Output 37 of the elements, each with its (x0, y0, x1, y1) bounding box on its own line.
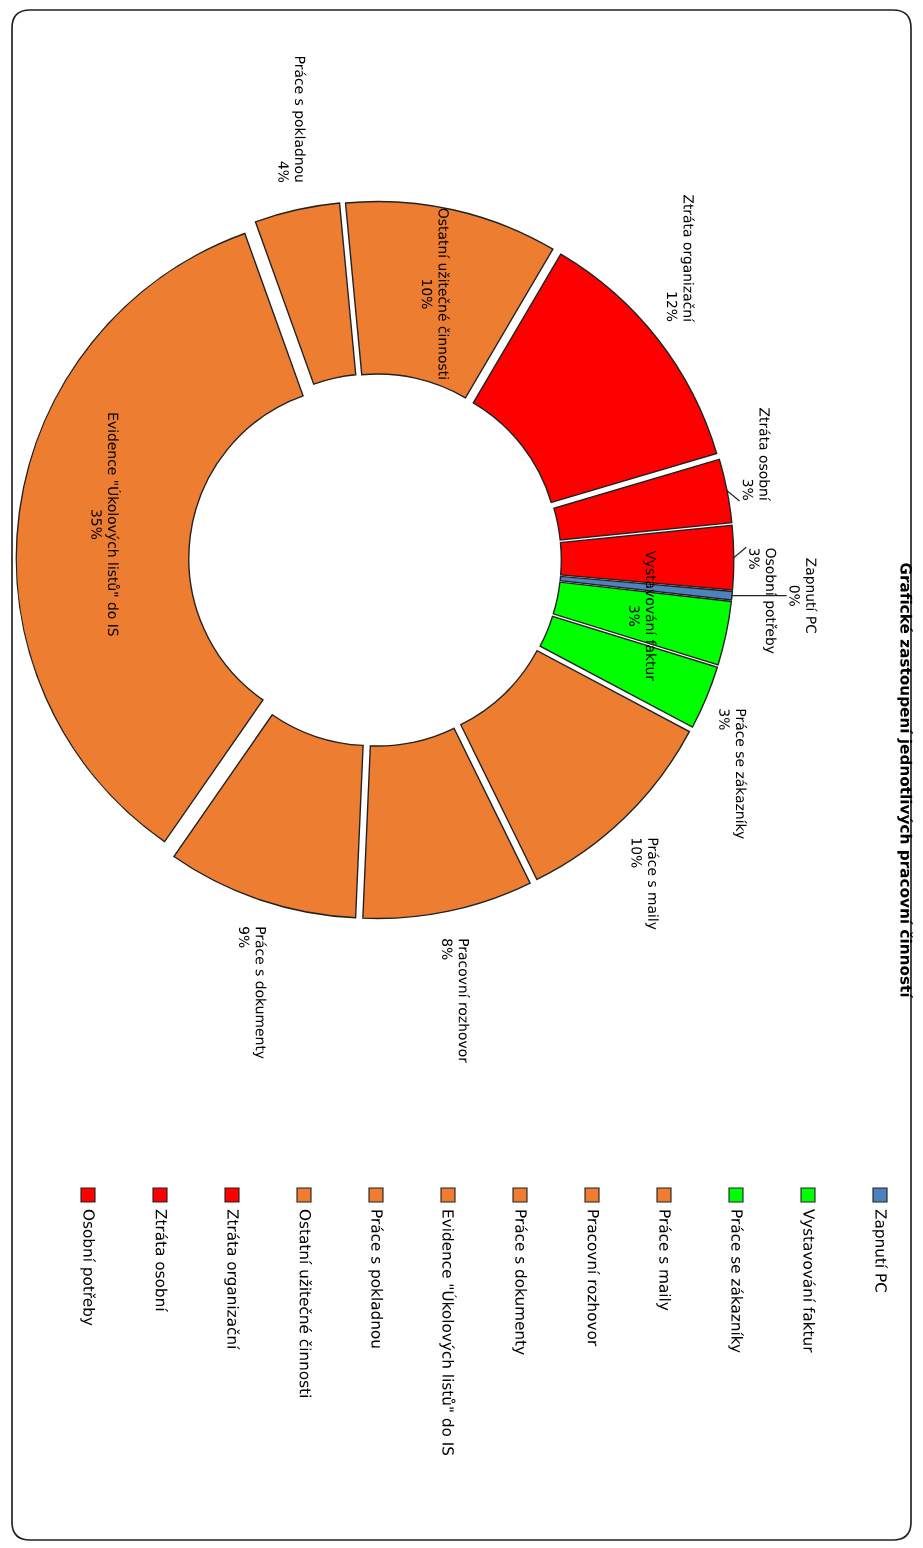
legend-label: Vystavování faktur (800, 1209, 816, 1353)
data-label: 12% (666, 292, 678, 322)
legend-label: Zapnutí PC (872, 1209, 888, 1293)
legend-label: Evidence "Úkolových listů" do IS (439, 1210, 457, 1456)
legend-label: Osobní potřeby (80, 1209, 96, 1326)
slice-label: Ztráta organizační (680, 194, 695, 323)
legend-label: Práce s dokumenty (512, 1210, 528, 1355)
slice-label: Evidence "Úkolových listů" do IS (105, 413, 121, 636)
data-label: 0% (789, 585, 800, 606)
data-label: 9% (238, 927, 250, 948)
slice-label: Pracovní rozhovor (458, 939, 470, 1063)
data-label: 8% (442, 939, 453, 960)
legend-label: Ztráta osobní (155, 1209, 168, 1312)
data-label: 4% (278, 161, 289, 183)
legend-label: Pracovní rozhovor (587, 1210, 600, 1347)
data-label: 35% (91, 510, 102, 540)
data-label: 3% (749, 548, 760, 569)
slice-label: Ostatní užitečné činnosti (438, 208, 450, 379)
data-label: 3% (629, 605, 640, 627)
slice-label: Práce s dokumenty (252, 927, 267, 1059)
data-label: 3% (742, 479, 754, 500)
data-label: 10% (421, 280, 433, 309)
legend-label: Práce s pokladnou (368, 1210, 384, 1348)
slice-label: Práce se zákazníky (733, 709, 748, 839)
legend-label: Práce se zákazníky (728, 1210, 744, 1353)
slice-label: Zapnutí PC (803, 558, 818, 634)
data-label: 10% (631, 838, 642, 868)
slice-label: Vystavování faktur (643, 550, 658, 682)
slice-label: Ztráta osobní (759, 408, 771, 502)
legend-label: Ostatní užitečné činnosti (299, 1209, 312, 1397)
legend-label: Práce s maily (656, 1210, 672, 1311)
slice-label: Osobní potřeby (763, 548, 778, 654)
text: Grafické zastoupení jednotlivých pracovní činností (897, 563, 913, 999)
legend-label: Ztráta organizační (224, 1209, 240, 1350)
slice-label: Práce s maily (645, 838, 660, 930)
data-label: 3% (719, 709, 730, 730)
slice-label: Práce s pokladnou (292, 56, 307, 182)
